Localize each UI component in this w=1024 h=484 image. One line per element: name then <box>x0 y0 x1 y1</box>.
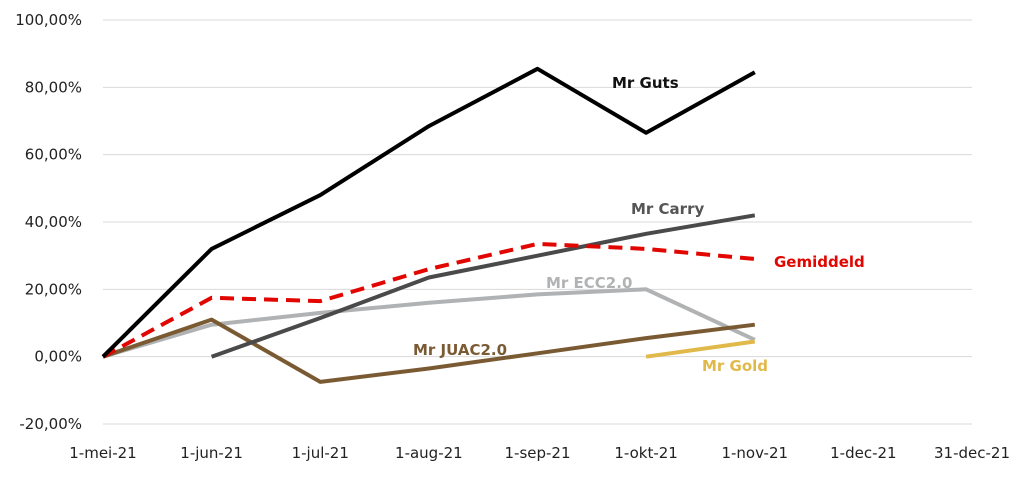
x-tick-label: 1-aug-21 <box>395 444 463 462</box>
series-label: Mr Carry <box>631 200 704 218</box>
x-tick-label: 1-mei-21 <box>69 444 136 462</box>
series-lines <box>101 66 756 384</box>
gridlines <box>103 19 972 425</box>
y-tick-label: 100,00% <box>15 11 82 29</box>
x-tick-label: 1-dec-21 <box>830 444 896 462</box>
series-line-mr-carry <box>210 213 756 359</box>
series-line-gemiddeld <box>102 241 755 359</box>
series-label: Mr ECC2.0 <box>546 274 632 292</box>
series-line-mr-gold <box>645 339 756 359</box>
series-label: Mr JUAC2.0 <box>413 341 507 359</box>
x-tick-label: 1-nov-21 <box>721 444 788 462</box>
x-tick-label: 1-okt-21 <box>614 444 677 462</box>
x-tick-label: 1-jul-21 <box>292 444 349 462</box>
y-tick-label: 20,00% <box>25 280 82 298</box>
y-tick-label: 80,00% <box>25 78 82 96</box>
x-tick-label: 1-sep-21 <box>504 444 570 462</box>
x-axis-ticks: 1-mei-21 1-jun-21 1-jul-21 1-aug-21 1-sep-21… <box>69 444 1010 462</box>
x-tick-label: 1-jun-21 <box>180 444 243 462</box>
y-axis-ticks: -20,00% 0,00% 20,00% 40,00% 60,00% 80,00% 100,… <box>15 11 82 433</box>
y-tick-label: -20,00% <box>19 415 82 433</box>
series-line-mr-juac2-0 <box>102 317 756 384</box>
x-tick-label: 31-dec-21 <box>934 444 1010 462</box>
series-line-mr-ecc2-0 <box>102 287 756 359</box>
y-tick-label: 40,00% <box>25 213 82 231</box>
series-labels: Mr Guts Mr Carry Gemiddeld Mr ECC2.0 Mr JUAC… <box>413 74 865 375</box>
series-label: Mr Guts <box>612 74 679 92</box>
series-label: Gemiddeld <box>774 253 865 271</box>
series-line-mr-guts <box>101 66 756 359</box>
series-label: Mr Gold <box>702 357 768 375</box>
y-tick-label: 60,00% <box>25 146 82 164</box>
y-tick-label: 0,00% <box>34 348 82 366</box>
